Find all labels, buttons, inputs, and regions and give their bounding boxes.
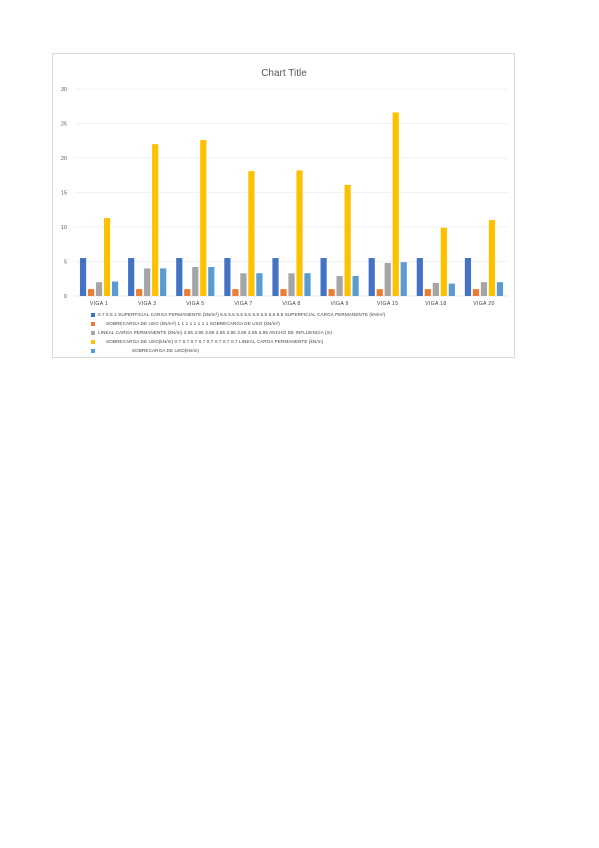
- bar: [352, 275, 359, 296]
- legend-label: 0.7 5.5 1 SUPERFICIAL CARGA PERMANENTE (…: [98, 312, 386, 317]
- x-category-label: VIGA 5: [186, 301, 204, 307]
- legend-label: SOBRECARGA DE USO (kN/m²) 1 1 1 1 1 1 1 …: [106, 321, 280, 326]
- bar: [288, 273, 295, 296]
- legend-label: SOBRECARGA DE USO(kN/m) 0.7 0.7 0.7 0.7 …: [106, 339, 324, 344]
- y-tick-label: 5: [64, 260, 67, 266]
- legend-item: SOBRECARGA DE USO (kN/m²) 1 1 1 1 1 1 1 …: [91, 321, 511, 330]
- legend-swatch: [91, 331, 95, 335]
- bar: [87, 289, 95, 296]
- legend-label: LINEAL CARGA PERMANENTE (kN/m) 3.85 3.85…: [98, 330, 333, 335]
- legend-swatch: [91, 322, 95, 326]
- bar: [336, 275, 343, 296]
- x-category-label: VIGA 1: [90, 301, 108, 307]
- bar: [400, 262, 407, 296]
- bar: [95, 282, 103, 296]
- bar: [496, 282, 504, 296]
- bar: [144, 268, 151, 296]
- bars: [79, 112, 504, 297]
- bar: [480, 282, 488, 296]
- bar: [232, 289, 239, 296]
- x-category-label: VIGA 20: [473, 301, 494, 307]
- bar: [448, 283, 455, 296]
- bar: [128, 258, 135, 296]
- bar: [176, 258, 183, 296]
- y-tick-label: 20: [61, 156, 67, 162]
- bar: [472, 289, 480, 296]
- y-tick-label: 10: [61, 225, 67, 231]
- y-tick-label: 25: [61, 122, 67, 128]
- legend: 0.7 5.5 1 SUPERFICIAL CARGA PERMANENTE (…: [91, 312, 511, 357]
- legend-item: 0.7 5.5 1 SUPERFICIAL CARGA PERMANENTE (…: [91, 312, 511, 321]
- x-category-label: VIGA 3: [138, 301, 156, 307]
- bar: [184, 289, 191, 296]
- bar: [192, 267, 199, 296]
- bar: [304, 273, 311, 296]
- bar: [200, 140, 207, 296]
- bar: [240, 273, 247, 296]
- bar: [424, 289, 431, 296]
- bar: [376, 289, 383, 296]
- bar: [432, 282, 439, 296]
- legend-label: SOBRECARGA DE USO(kN/m): [132, 348, 200, 353]
- x-category-label: VIGA 15: [377, 301, 398, 307]
- x-category-label: VIGA 7: [234, 301, 252, 307]
- bar: [368, 258, 375, 296]
- bar: [79, 258, 87, 296]
- bar: [248, 171, 255, 296]
- bar: [416, 258, 423, 296]
- x-category-label: VIGA 8: [282, 301, 300, 307]
- bar: [296, 170, 303, 296]
- bar: [392, 112, 399, 297]
- bar: [272, 258, 279, 296]
- legend-swatch: [91, 313, 95, 317]
- bar: [344, 184, 351, 296]
- bar: [208, 267, 215, 296]
- x-category-label: VIGA 18: [425, 301, 446, 307]
- y-tick-label: 15: [61, 191, 67, 197]
- bar: [464, 258, 472, 296]
- x-axis-categories: VIGA 1 VIGA 3 VIGA 5 VIGA 7 VIGA 8 VIGA 9 VIGA…: [90, 301, 494, 307]
- bar: [103, 218, 111, 296]
- legend-swatch: [91, 349, 95, 353]
- legend-swatch: [91, 340, 95, 344]
- bar: [256, 273, 263, 296]
- bar: [320, 258, 327, 296]
- x-category-label: VIGA 9: [330, 301, 348, 307]
- bar: [488, 220, 496, 296]
- bar: [136, 289, 143, 296]
- bar: [328, 289, 335, 296]
- chart-title: Chart Title: [261, 68, 307, 79]
- y-tick-label: 30: [61, 87, 67, 93]
- y-tick-label: 0: [64, 294, 67, 300]
- bar: [224, 258, 231, 296]
- bar: [160, 268, 167, 296]
- bar: [440, 227, 447, 296]
- bar: [384, 262, 391, 296]
- bar: [111, 281, 119, 296]
- legend-item: SOBRECARGA DE USO(kN/m) 0.7 0.7 0.7 0.7 …: [91, 339, 511, 348]
- chart-frame: Chart Title 0 5 10 15 20 25 30 VIGA 1 VIGA 3 VIG…: [52, 53, 515, 358]
- bar: [280, 289, 287, 296]
- legend-item: LINEAL CARGA PERMANENTE (kN/m) 3.85 3.85…: [91, 330, 511, 339]
- bar: [152, 144, 159, 296]
- y-axis-ticks: 0 5 10 15 20 25 30: [61, 87, 67, 300]
- legend-item: SOBRECARGA DE USO(kN/m): [91, 348, 511, 357]
